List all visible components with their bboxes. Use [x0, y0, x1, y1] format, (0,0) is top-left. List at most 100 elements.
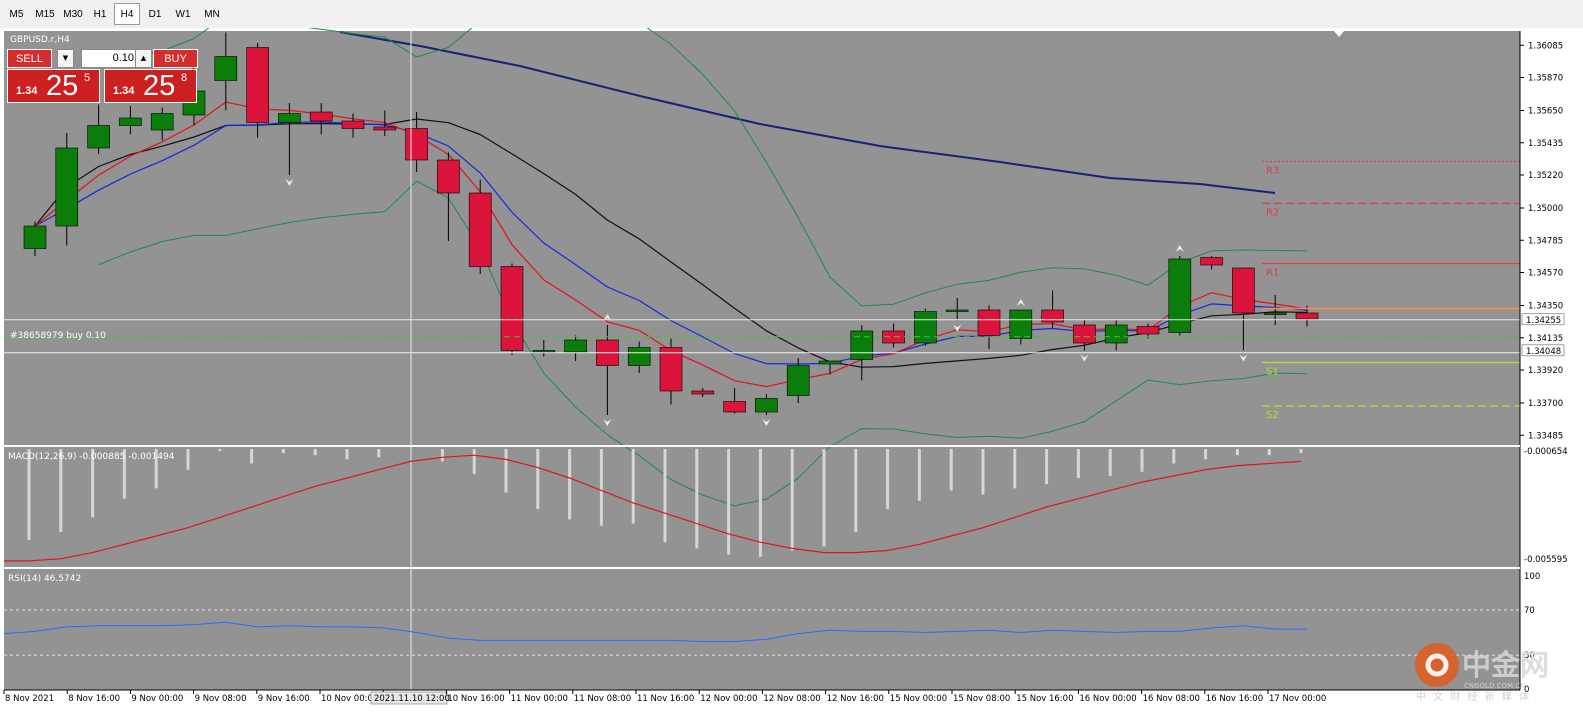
price-tick-label: 1.34135: [1528, 334, 1563, 344]
candle: [914, 308, 937, 346]
candle-body: [1200, 257, 1223, 266]
candle: [532, 340, 556, 357]
candle: [786, 358, 810, 403]
candle-body: [278, 113, 301, 123]
rsi-axis-label: 70: [1524, 606, 1535, 616]
date-tick-label: 16 Nov 16:00: [1206, 694, 1263, 704]
candle: [691, 388, 715, 397]
date-tick-label: 9 Nov 16:00: [258, 694, 310, 704]
price-tick-label: 1.33485: [1528, 431, 1563, 441]
fractal-up-icon: [1175, 244, 1185, 253]
watermark-brand: 中金网: [1462, 648, 1549, 682]
macd-axis-label: -0.005595: [1524, 555, 1568, 565]
main-pane[interactable]: [4, 31, 1520, 445]
volume-up-arrow[interactable]: ▲: [135, 49, 152, 68]
fractal-down-icon: [603, 418, 612, 427]
candle-body: [246, 47, 269, 123]
rsi-axis-label: 0: [1524, 685, 1529, 695]
buy-price-point: 8: [181, 72, 188, 84]
candle: [1073, 320, 1096, 351]
fractal-up-icon: [221, 28, 231, 29]
timeframe-d1[interactable]: D1: [148, 9, 162, 20]
watermark-circle-icon: [1415, 643, 1459, 687]
crosshair-date-label: 2021.11.10 12:00: [374, 694, 450, 704]
symbol-label: GBPUSD.r,H4: [10, 35, 70, 45]
candle: [341, 113, 365, 138]
one-click-trading-panel: SELL ▼ 0.10 ▲ BUY 1.34 25 5 1.34 25 8: [7, 49, 198, 105]
rsi-layer: [3, 609, 1520, 656]
candle: [755, 394, 778, 415]
timeframe-w1[interactable]: W1: [175, 9, 191, 20]
candle: [150, 107, 174, 141]
candle-body: [119, 117, 142, 126]
candle-body: [691, 390, 715, 395]
price-tag-bid: [1521, 313, 1565, 326]
price-tick-label: 1.34785: [1528, 236, 1563, 246]
pivot-label-r1: R1: [1266, 268, 1279, 279]
candle-body: [627, 347, 651, 366]
candle: [246, 43, 269, 138]
candle: [309, 103, 333, 135]
price-layer: R3 R2 R1 S1 S2: [4, 28, 1520, 690]
date-tick-label: 17 Nov 00:00: [1269, 694, 1326, 704]
watermark-swirl-icon: [1425, 653, 1449, 677]
sell-button[interactable]: SELL: [7, 49, 52, 68]
buy-button[interactable]: BUY: [153, 49, 198, 68]
date-tick-label: 16 Nov 00:00: [1079, 694, 1136, 704]
date-tick-label: 9 Nov 00:00: [131, 694, 183, 704]
candle: [1041, 290, 1064, 328]
date-tick-label: 11 Nov 00:00: [511, 694, 568, 704]
candle-body: [87, 125, 110, 149]
price-tick-label: 1.36085: [1528, 41, 1563, 51]
date-tick-label: 15 Nov 08:00: [953, 694, 1010, 704]
sell-price-box[interactable]: 1.34 25 5: [7, 69, 100, 103]
candle: [55, 133, 79, 246]
buy-price-box[interactable]: 1.34 25 8: [104, 69, 197, 103]
candle: [87, 104, 110, 154]
pivot-label-s1: S1: [1266, 367, 1279, 378]
candle: [468, 179, 492, 274]
volume-down-arrow[interactable]: ▼: [57, 49, 74, 68]
date-tick-label: 10 Nov 16:00: [447, 694, 504, 704]
timeframe-h4[interactable]: H4: [114, 3, 140, 25]
candle-body: [659, 347, 683, 392]
candle: [723, 388, 746, 414]
watermark-subtitle: 中 文 财 经 新 媒 体: [1416, 690, 1531, 703]
price-tag-label-order: 1.34048: [1526, 347, 1561, 357]
timeframe-m30[interactable]: M30: [63, 9, 83, 20]
candle: [1009, 309, 1033, 345]
timeframe-h1[interactable]: H1: [93, 9, 107, 20]
candle-body: [405, 128, 428, 161]
candle-body: [1041, 309, 1064, 323]
fractal-down-icon: [762, 418, 771, 427]
price-tag-order: [1521, 344, 1565, 357]
fractal-down-icon: [285, 178, 294, 187]
order-line-label[interactable]: #38658979 buy 0.10: [10, 331, 106, 341]
candle-body: [1295, 312, 1319, 320]
slow-moving-average-line: [339, 31, 1276, 194]
crosshair-date-tag: [370, 691, 448, 705]
price-tick-label: 1.34350: [1528, 302, 1563, 312]
buy-price-main: 25: [143, 70, 176, 102]
candle: [818, 360, 842, 375]
timeframe-m15[interactable]: M15: [35, 9, 55, 20]
volume-input[interactable]: 0.10: [81, 49, 139, 68]
candle: [627, 341, 651, 373]
macd-pane[interactable]: [4, 447, 1520, 567]
fractal-down-icon: [1080, 354, 1089, 363]
rsi-pane[interactable]: [4, 569, 1520, 690]
candle: [1104, 320, 1128, 351]
pivot-label-r2: R2: [1266, 208, 1279, 219]
timeframe-mn[interactable]: MN: [204, 9, 220, 20]
price-tick-label: 1.35220: [1528, 171, 1563, 181]
rsi-label: RSI(14) 46.5742: [8, 574, 81, 584]
candle: [1200, 256, 1223, 270]
pivot-label-r3: R3: [1266, 166, 1279, 177]
rsi-line: [3, 621, 1307, 642]
candle-body: [23, 225, 47, 249]
candle-body: [309, 111, 333, 122]
date-tick-label: 16 Nov 08:00: [1143, 694, 1200, 704]
timeframe-m5[interactable]: M5: [9, 9, 24, 20]
chart-shift-icon: [1334, 31, 1344, 37]
